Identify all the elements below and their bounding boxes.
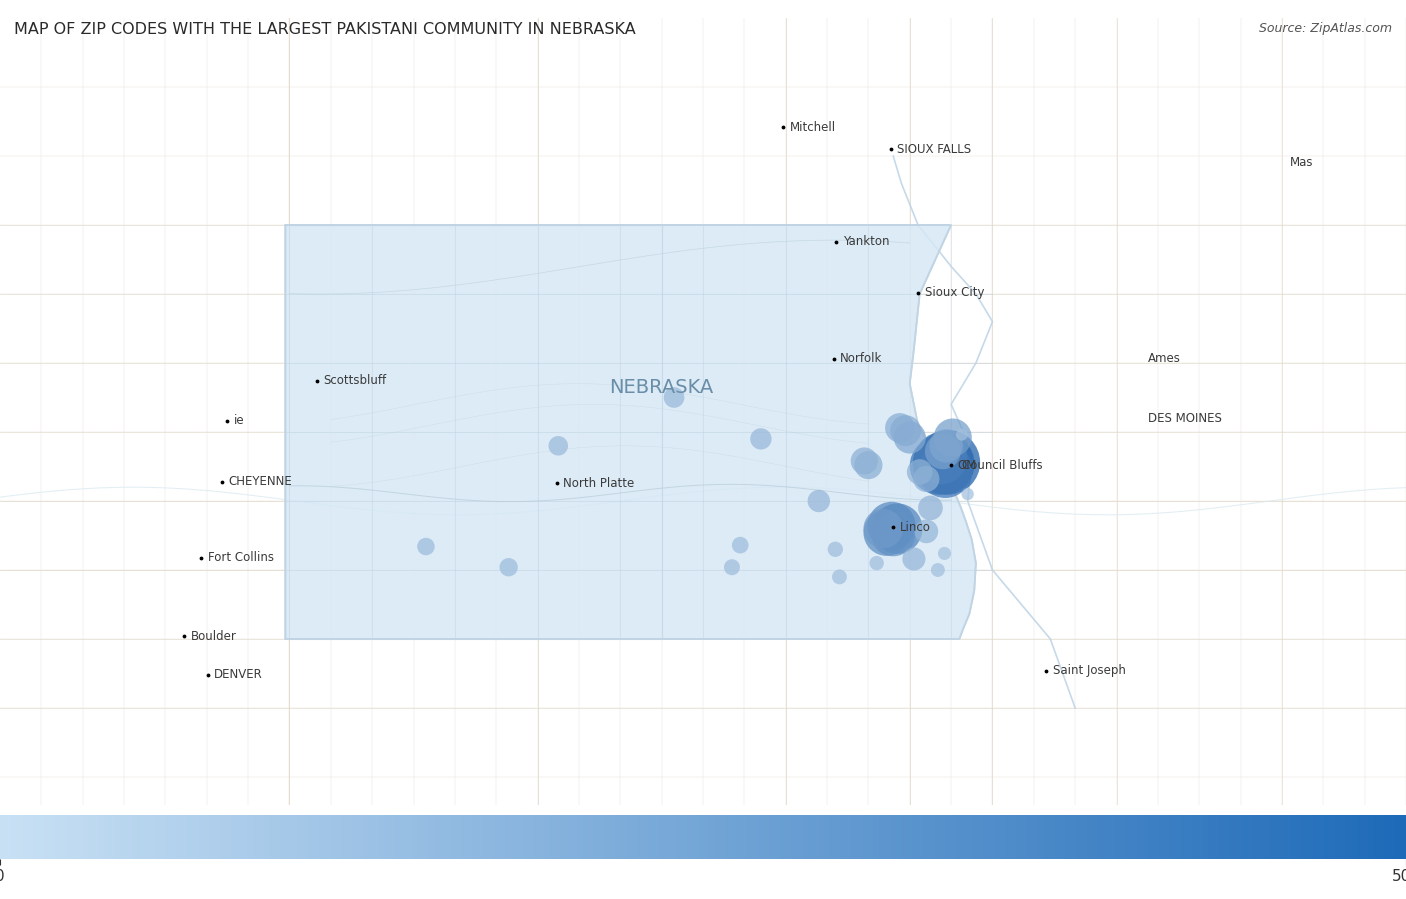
Text: Fort Collins: Fort Collins (208, 551, 274, 564)
Point (908, 465, 931, 479)
Text: Linco: Linco (900, 521, 931, 534)
Text: Council Bluffs: Council Bluffs (962, 458, 1042, 472)
Point (828, 570, 851, 584)
Polygon shape (285, 225, 976, 639)
Point (547, 439, 569, 453)
Text: Scottsbluff: Scottsbluff (323, 374, 387, 387)
Text: Norfolk: Norfolk (841, 352, 883, 365)
Point (853, 454, 876, 468)
Point (934, 547, 956, 561)
Point (894, 423, 917, 438)
Point (903, 552, 925, 566)
Text: Boulder: Boulder (191, 629, 238, 643)
Text: Sioux City: Sioux City (925, 286, 984, 299)
Point (915, 524, 938, 539)
Point (872, 521, 894, 536)
Point (920, 501, 942, 515)
Point (824, 542, 846, 556)
Point (889, 421, 911, 435)
Point (807, 494, 830, 508)
Point (749, 432, 772, 446)
Text: Mas: Mas (1291, 156, 1313, 169)
Text: Saint Joseph: Saint Joseph (1053, 664, 1126, 677)
Point (942, 431, 965, 445)
Point (882, 527, 904, 541)
Point (928, 458, 950, 473)
Point (936, 455, 959, 469)
Text: Mitchell: Mitchell (790, 120, 837, 134)
Text: North Platte: North Platte (564, 476, 634, 490)
Text: Source: ZipAtlas.com: Source: ZipAtlas.com (1258, 22, 1392, 35)
Point (935, 439, 957, 453)
Text: Yankton: Yankton (842, 235, 889, 248)
Point (415, 539, 437, 554)
Point (934, 464, 956, 478)
Point (886, 521, 908, 536)
Text: DENVER: DENVER (214, 668, 263, 681)
Point (956, 487, 979, 502)
Point (898, 431, 921, 445)
Text: NEBRASKA: NEBRASKA (610, 378, 714, 397)
Point (915, 472, 938, 486)
Point (728, 538, 751, 552)
Text: MAP OF ZIP CODES WITH THE LARGEST PAKISTANI COMMUNITY IN NEBRASKA: MAP OF ZIP CODES WITH THE LARGEST PAKIST… (14, 22, 636, 38)
Point (858, 458, 880, 472)
Point (932, 444, 955, 458)
Text: SIOUX FALLS: SIOUX FALLS (897, 143, 972, 156)
Text: DES MOINES: DES MOINES (1147, 412, 1222, 424)
Point (950, 428, 973, 442)
Point (721, 560, 744, 574)
Text: Ames: Ames (1147, 352, 1181, 365)
Point (498, 560, 520, 574)
Text: ie: ie (233, 414, 245, 427)
Point (932, 457, 955, 471)
Text: CHEYENNE: CHEYENNE (228, 476, 292, 488)
Point (876, 526, 898, 540)
Point (927, 563, 949, 577)
Point (880, 519, 903, 533)
Point (929, 451, 952, 466)
Point (662, 390, 685, 405)
Point (866, 556, 889, 570)
Text: OM: OM (957, 458, 977, 472)
